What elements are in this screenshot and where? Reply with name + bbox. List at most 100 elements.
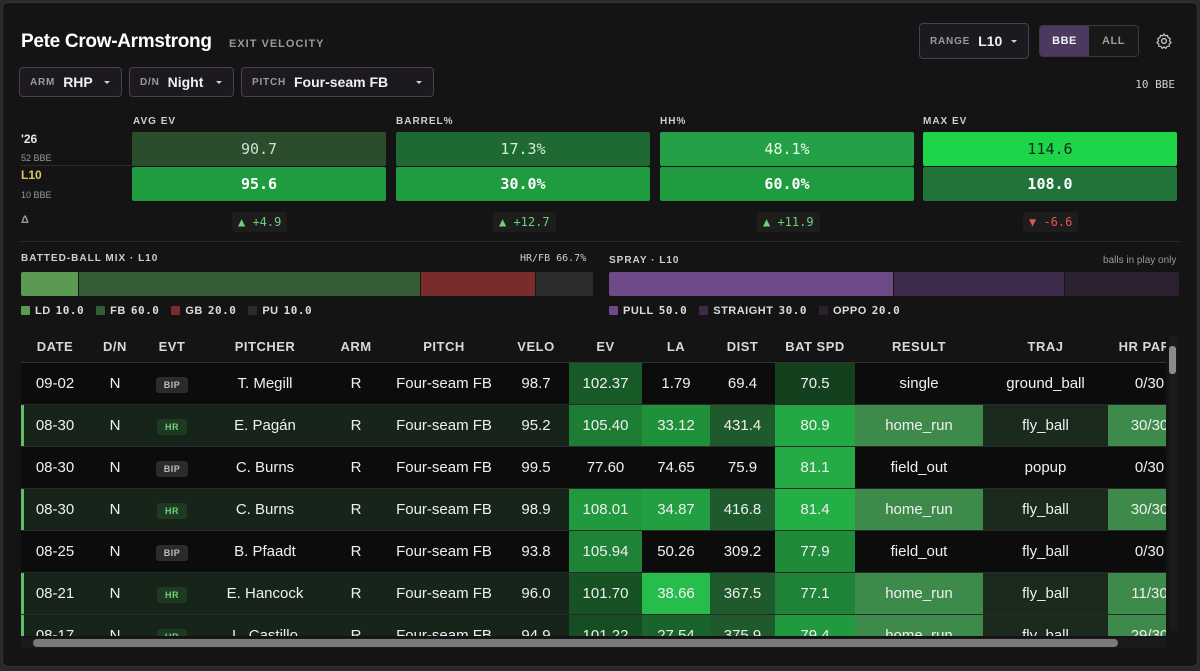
table-row[interactable]: 08-30 N HR E. Pagán R Four-seam FB 95.2 105.40 3… xyxy=(21,404,1166,447)
cell-date: 08-30 xyxy=(21,446,89,489)
batted-ball-segment-fb xyxy=(78,272,422,296)
vertical-scrollbar-track[interactable] xyxy=(1169,336,1178,631)
cell-batspd: 81.4 xyxy=(775,488,855,531)
cell-batspd: 77.9 xyxy=(775,530,855,573)
column-header-date[interactable]: DATE xyxy=(21,331,89,363)
cell-pitcher: E. Pagán xyxy=(203,404,327,447)
cell-velo: 93.8 xyxy=(503,530,569,573)
cell-velo: 99.5 xyxy=(503,446,569,489)
hh-season: 48.1% xyxy=(660,132,914,166)
spray-segment-pull xyxy=(609,272,894,296)
cell-dn: N xyxy=(89,446,141,489)
column-header-result[interactable]: RESULT xyxy=(855,331,983,363)
cell-traj: fly_ball xyxy=(983,404,1108,447)
column-header-la[interactable]: LA xyxy=(642,331,710,363)
cell-dist: 367.5 xyxy=(710,572,775,615)
column-header-arm[interactable]: ARM xyxy=(327,331,385,363)
cell-result: home_run xyxy=(855,404,983,447)
cell-evt: HR xyxy=(141,614,203,636)
cell-dist: 431.4 xyxy=(710,404,775,447)
table-row[interactable]: 08-21 N HR E. Hancock R Four-seam FB 96.0 101.7… xyxy=(21,572,1166,615)
day-night-filter[interactable]: D/N Night xyxy=(129,67,234,97)
cell-hrpark: 0/30 xyxy=(1108,446,1166,489)
cell-la: 33.12 xyxy=(642,404,710,447)
cell-dist: 75.9 xyxy=(710,446,775,489)
batted-ball-legend-item-ld: LD 10.0 xyxy=(21,304,84,317)
toggle-bbe[interactable]: BBE xyxy=(1040,26,1089,56)
cell-date: 08-21 xyxy=(21,572,89,615)
table-header: DATE D/N EVT PITCHER ARM PITCH VELO EV LA DIST BAT… xyxy=(21,331,1166,363)
cell-velo: 98.7 xyxy=(503,362,569,405)
cell-pitcher: E. Hancock xyxy=(203,572,327,615)
season-label: '26 xyxy=(21,132,38,146)
cell-la: 38.66 xyxy=(642,572,710,615)
batted-ball-legend-item-pu: PU 10.0 xyxy=(248,304,312,317)
chevron-down-icon xyxy=(416,81,422,84)
metric-header-barrel: BARREL% xyxy=(396,116,454,127)
cell-evt: HR xyxy=(141,572,203,615)
cell-pitcher: C. Burns xyxy=(203,446,327,489)
column-header-pitcher[interactable]: PITCHER xyxy=(203,331,327,363)
event-badge: BIP xyxy=(155,376,189,393)
cell-arm: R xyxy=(327,446,385,489)
column-header-traj[interactable]: TRAJ xyxy=(983,331,1108,363)
chevron-down-icon xyxy=(216,81,222,84)
batted-ball-title: BATTED-BALL MIX · L10 xyxy=(21,253,159,264)
cell-date: 08-30 xyxy=(21,488,89,531)
column-header-velo[interactable]: VELO xyxy=(503,331,569,363)
column-header-d-n[interactable]: D/N xyxy=(89,331,141,363)
cell-pitch: Four-seam FB xyxy=(385,446,503,489)
range-label: RANGE xyxy=(930,35,971,47)
cell-dn: N xyxy=(89,614,141,636)
column-header-evt[interactable]: EVT xyxy=(141,331,203,363)
cell-pitch: Four-seam FB xyxy=(385,614,503,636)
column-header-ev[interactable]: EV xyxy=(569,331,642,363)
metric-header-hh: HH% xyxy=(660,116,687,127)
toggle-all[interactable]: ALL xyxy=(1089,26,1138,56)
spray-bar xyxy=(609,272,1179,296)
vertical-scrollbar-thumb[interactable] xyxy=(1169,346,1176,374)
cell-ev: 101.70 xyxy=(569,572,642,615)
batted-ball-bar xyxy=(21,272,593,296)
chevron-down-icon xyxy=(104,81,110,84)
max-ev-season: 114.6 xyxy=(923,132,1177,166)
cell-dn: N xyxy=(89,530,141,573)
cell-ev: 108.01 xyxy=(569,488,642,531)
cell-batspd: 70.5 xyxy=(775,362,855,405)
table-row[interactable]: 08-25 N BIP B. Pfaadt R Four-seam FB 93.8 105.9… xyxy=(21,530,1166,573)
column-header-pitch[interactable]: PITCH xyxy=(385,331,503,363)
batted-ball-legend: LD 10.0 FB 60.0 GB 20.0 PU 10.0 xyxy=(21,304,312,317)
arm-filter-label: ARM xyxy=(30,76,56,88)
cell-traj: fly_ball xyxy=(983,614,1108,636)
barrel-delta: ▲ +12.7 xyxy=(493,212,556,232)
bbe-all-toggle[interactable]: BBE ALL xyxy=(1039,25,1139,57)
day-night-filter-value: Night xyxy=(167,74,204,90)
table-row[interactable]: 08-30 N HR C. Burns R Four-seam FB 98.9 108.01 3… xyxy=(21,488,1166,531)
batted-ball-legend-item-gb: GB 20.0 xyxy=(171,304,236,317)
table-row[interactable]: 09-02 N BIP T. Megill R Four-seam FB 98.7 102.3… xyxy=(21,362,1166,405)
cell-hrpark: 0/30 xyxy=(1108,530,1166,573)
pitch-filter[interactable]: PITCH Four-seam FB xyxy=(241,67,434,97)
column-header-bat-spd[interactable]: BAT SPD xyxy=(775,331,855,363)
gear-icon[interactable] xyxy=(1155,32,1173,50)
column-header-hr-park[interactable]: HR PARK xyxy=(1108,331,1166,363)
cell-pitch: Four-seam FB xyxy=(385,530,503,573)
column-header-dist[interactable]: DIST xyxy=(710,331,775,363)
horizontal-scrollbar-thumb[interactable] xyxy=(33,639,1118,647)
legend-code: FB xyxy=(110,304,126,317)
barrel-season: 17.3% xyxy=(396,132,650,166)
arm-filter[interactable]: ARM RHP xyxy=(19,67,122,97)
legend-code: OPPO xyxy=(832,304,867,317)
range-select[interactable]: RANGE L10 xyxy=(919,23,1029,59)
legend-value: 20.0 xyxy=(207,304,237,317)
max-ev-recent: 108.0 xyxy=(923,167,1177,201)
cell-la: 74.65 xyxy=(642,446,710,489)
player-name: Pete Crow-Armstrong xyxy=(21,31,212,52)
event-badge: BIP xyxy=(155,544,189,561)
cell-evt: BIP xyxy=(141,446,203,489)
cell-dist: 69.4 xyxy=(710,362,775,405)
event-badge: HR xyxy=(157,502,187,519)
table-row[interactable]: 08-30 N BIP C. Burns R Four-seam FB 99.5 77.60 7… xyxy=(21,446,1166,489)
batted-ball-table: DATE D/N EVT PITCHER ARM PITCH VELO EV LA DIST BAT… xyxy=(21,331,1166,636)
